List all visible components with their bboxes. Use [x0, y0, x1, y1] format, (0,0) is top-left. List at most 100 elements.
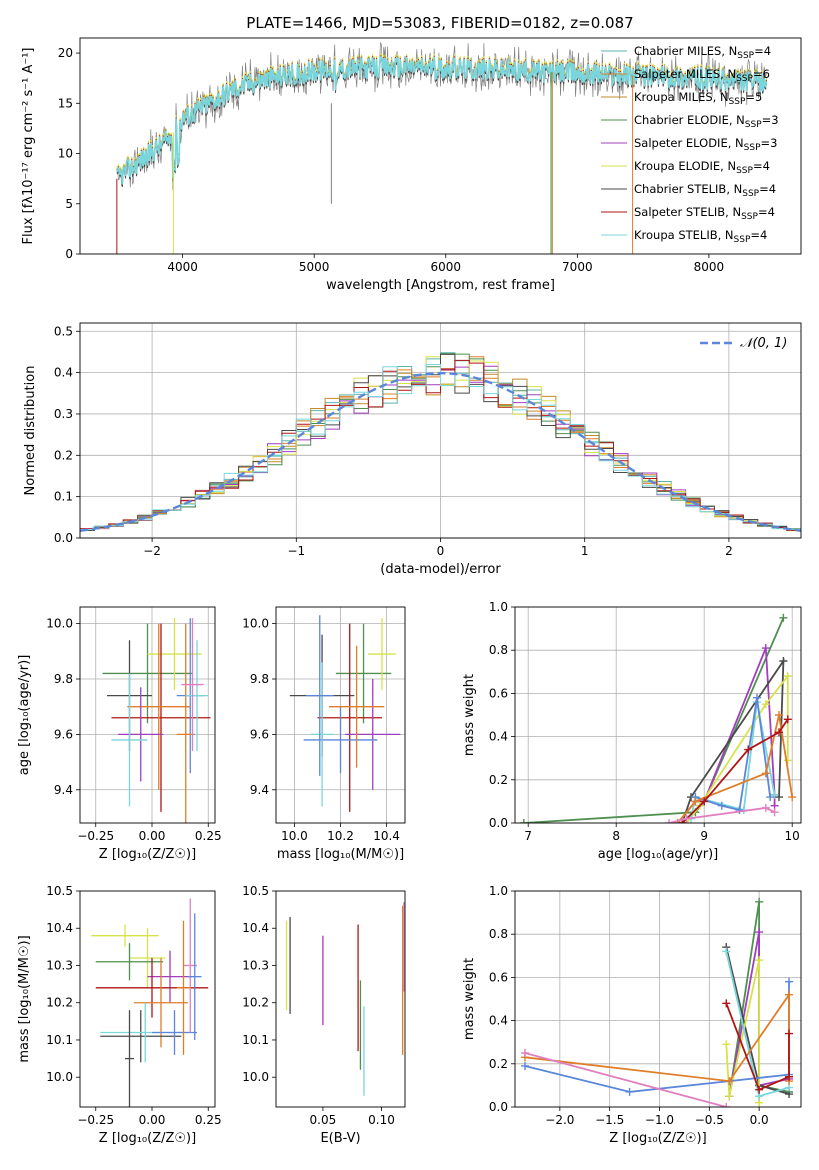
- errorbar-point: [125, 1010, 134, 1107]
- y-tick-label: 9.8: [54, 672, 73, 686]
- errorbar-point: [303, 706, 378, 774]
- legend-label: Chabrier STELIB, N: [634, 182, 742, 196]
- legend-tail: =4: [758, 205, 775, 219]
- x-tick-label: 8000: [694, 260, 725, 274]
- x-tick-label: 0.0: [750, 1113, 769, 1127]
- y-tick-label: 0.2: [489, 773, 508, 787]
- legend-entry: Kroupa STELIB, NSSP=4: [634, 228, 767, 245]
- y-tick-label: 15: [58, 96, 73, 110]
- legend-sub: SSP: [734, 235, 751, 245]
- chart-mass_vs_Z: −0.25 0.00 0.25 10.0 10.1 10.2 10.3 10.4 10.5 Z […: [17, 884, 222, 1146]
- y-tick-label: 0.4: [489, 730, 508, 744]
- weight-series: [691, 693, 775, 815]
- plot-area: [289, 615, 401, 812]
- x-tick-label: 10.4: [373, 829, 400, 843]
- errorbar-point: [111, 673, 148, 807]
- series-marker: [755, 1085, 764, 1094]
- legend-sub: SSP: [736, 166, 753, 176]
- y-tick-label: 0.2: [489, 1057, 508, 1071]
- errorbar-point: [111, 623, 211, 812]
- plot-area: [285, 902, 405, 1096]
- series-marker: [785, 1072, 794, 1081]
- legend-tail: =4: [754, 44, 771, 58]
- chart-spectrum: 4000 5000 6000 7000 8000 0 5 10 15 20 wavelength […: [21, 14, 802, 293]
- x-tick-label: −0.25: [77, 1113, 114, 1127]
- legend-label: Salpeter STELIB, N: [634, 205, 741, 219]
- axes-frame: [79, 606, 216, 824]
- x-tick-label: 0: [437, 544, 445, 558]
- y-tick-label: 0.6: [489, 970, 508, 984]
- series-marker: [775, 728, 783, 737]
- series-marker: [744, 745, 753, 754]
- y-tick-label: 9.6: [250, 727, 269, 741]
- x-tick-label: 0.00: [139, 1113, 166, 1127]
- errorbar-point: [118, 687, 164, 782]
- legend-sub: SSP: [744, 143, 761, 153]
- y-tick-label: 0.3: [54, 407, 73, 421]
- series-marker: [691, 797, 700, 806]
- x-axis-label: Z [log₁₀(Z/Z☉)]: [99, 1131, 196, 1146]
- series-marker: [725, 1077, 734, 1086]
- plot-area: [520, 897, 794, 1107]
- series-marker: [785, 977, 794, 986]
- legend-label: Kroupa MILES, N: [634, 90, 729, 104]
- legend-sub: SSP: [745, 120, 762, 130]
- y-tick-label: 9.4: [54, 783, 73, 797]
- legend-entry: Chabrier MILES, NSSP=4: [634, 44, 771, 61]
- legend-entry: Kroupa ELODIE, NSSP=4: [634, 159, 770, 176]
- y-tick-label: 10.0: [242, 1070, 269, 1084]
- legend-entry: Chabrier STELIB, NSSP=4: [634, 182, 776, 199]
- series-marker: [775, 793, 783, 802]
- x-tick-label: 10.2: [327, 829, 354, 843]
- series-marker: [770, 790, 779, 799]
- y-tick-label: 0.4: [54, 366, 73, 380]
- errorbar-point: [100, 1010, 182, 1063]
- y-tick-label: 10.4: [46, 921, 73, 935]
- series-marker: [775, 711, 783, 719]
- y-tick-label: 0.1: [54, 490, 73, 504]
- plot-area: [102, 618, 211, 823]
- errorbar-point: [310, 662, 334, 807]
- y-tick-label: 0.4: [489, 1014, 508, 1028]
- y-tick-label: 10.1: [242, 1033, 269, 1047]
- y-tick-label: 10.5: [242, 884, 269, 898]
- legend-entry: Salpeter ELODIE, NSSP=3: [634, 136, 777, 153]
- x-tick-label: 0.05: [310, 1113, 337, 1127]
- series-marker: [520, 1061, 529, 1070]
- y-tick-label: 10.4: [242, 921, 269, 935]
- chart-age_vs_Z: −0.25 0.00 0.25 9.4 9.6 9.8 10.0 Z [log₁₀(Z/Z☉)…: [17, 606, 222, 862]
- legend-entry: Chabrier ELODIE, NSSP=3: [634, 113, 779, 130]
- y-tick-label: 10: [58, 147, 73, 161]
- x-axis-label: wavelength [Angstrom, rest frame]: [326, 278, 555, 293]
- x-tick-label: 0.10: [368, 1113, 395, 1127]
- x-axis-label: Z [log₁₀(Z/Z☉)]: [99, 847, 196, 862]
- errorbar-point: [345, 679, 401, 790]
- series-marker: [722, 1103, 731, 1107]
- series-marker: [779, 613, 788, 622]
- x-tick-label: 0.25: [195, 829, 222, 843]
- x-tick-label: −1.5: [595, 1113, 624, 1127]
- series-marker: [722, 1040, 731, 1049]
- errorbar-point: [305, 615, 334, 776]
- x-axis-label: mass [log₁₀(M/M☉)]: [277, 847, 404, 862]
- series-marker: [717, 801, 726, 810]
- series-marker: [682, 814, 691, 823]
- chart-weight_vs_Z: −2.0 −1.5 −1.0 −0.5 0.0 0.0 0.2 0.4 0.6 0.8 1.0 Z […: [462, 884, 802, 1146]
- series-marker: [770, 808, 779, 817]
- series-marker: [625, 1087, 634, 1096]
- chart-age_vs_mass: 10.0 10.2 10.4 9.4 9.6 9.8 10.0 mass [log₁₀(M/M…: [242, 606, 406, 862]
- legend-sub: SSP: [741, 212, 758, 222]
- errorbar-point: [181, 618, 204, 751]
- legend-tail: =3: [762, 113, 779, 127]
- series-marker: [755, 897, 764, 906]
- errorbar-point: [328, 645, 385, 768]
- normal-curve: [80, 371, 801, 532]
- legend-tail: =6: [753, 67, 770, 81]
- x-tick-label: 10: [785, 829, 800, 843]
- y-tick-label: 1.0: [489, 600, 508, 614]
- x-tick-label: 1: [581, 544, 589, 558]
- y-tick-label: 0.6: [489, 686, 508, 700]
- chart-residuals: −2 −1 0 1 2 0.0 0.1 0.2 0.3 0.4 0.5 (data-model)/er…: [23, 322, 802, 577]
- y-tick-label: 0: [65, 247, 73, 261]
- legend-tail: =4: [750, 228, 767, 242]
